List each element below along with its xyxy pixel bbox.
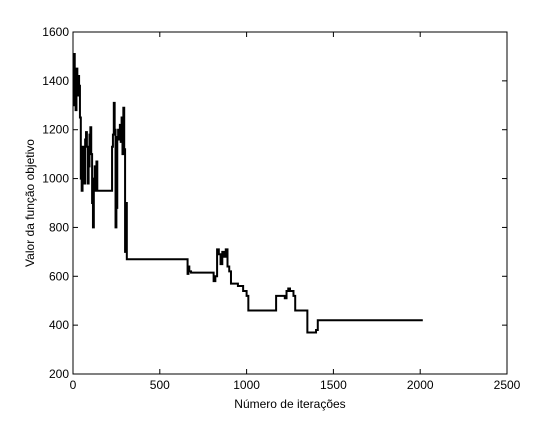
y-tick-label: 200 [49, 367, 69, 381]
x-tick-label: 1000 [233, 378, 260, 392]
x-tick-label: 1500 [320, 378, 347, 392]
axes-box [72, 31, 508, 375]
y-tick-label: 1600 [42, 25, 69, 39]
y-tick-label: 1400 [42, 74, 69, 88]
y-tick-label: 600 [49, 269, 69, 283]
y-axis-label: Valor da função objetivo [23, 139, 37, 267]
y-tick-label: 1000 [42, 172, 69, 186]
x-tick-label: 2500 [494, 378, 521, 392]
x-axis-label: Número de iterações [234, 397, 345, 411]
y-tick-label: 400 [49, 318, 69, 332]
x-tick-label: 0 [70, 378, 77, 392]
x-tick-label: 500 [150, 378, 170, 392]
x-tick-label: 2000 [407, 378, 434, 392]
y-tick-label: 800 [49, 220, 69, 234]
series-line [72, 52, 423, 334]
y-tick-label: 1200 [42, 123, 69, 137]
ticks-layer: 0 500 1000 1500 2000 2500 200 400 600 800 1000 1200… [42, 25, 520, 392]
